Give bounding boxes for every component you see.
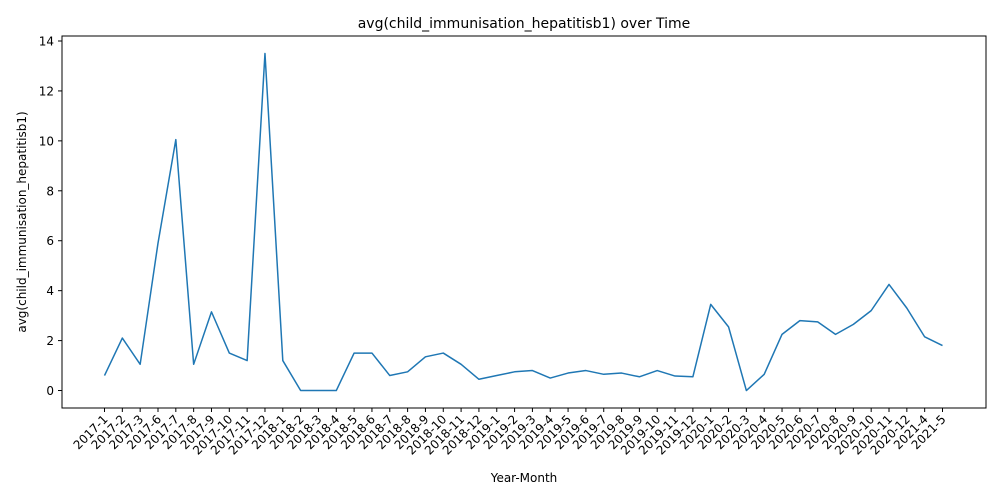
- y-tick-label: 8: [46, 184, 54, 198]
- y-axis: 0 2 4 6 8 10 12 14: [39, 34, 62, 398]
- chart-title: avg(child_immunisation_hepatitisb1) over…: [358, 16, 691, 32]
- y-tick-label: 14: [39, 34, 54, 48]
- series-line: [103, 52, 943, 392]
- y-tick-label: 12: [39, 84, 54, 98]
- x-axis-title: Year-Month: [490, 471, 558, 485]
- y-tick-label: 2: [46, 334, 54, 348]
- y-tick-label: 0: [46, 384, 54, 398]
- y-tick-label: 4: [46, 284, 54, 298]
- y-tick-label: 10: [39, 134, 54, 148]
- y-tick-label: 6: [46, 234, 54, 248]
- plot-area: [61, 35, 987, 409]
- plot-frame: [61, 35, 987, 409]
- y-axis-title: avg(child_immunisation_hepatitisb1): [15, 111, 29, 332]
- x-axis: 2017-12017-22017-32017-62017-72017-82017…: [71, 408, 949, 458]
